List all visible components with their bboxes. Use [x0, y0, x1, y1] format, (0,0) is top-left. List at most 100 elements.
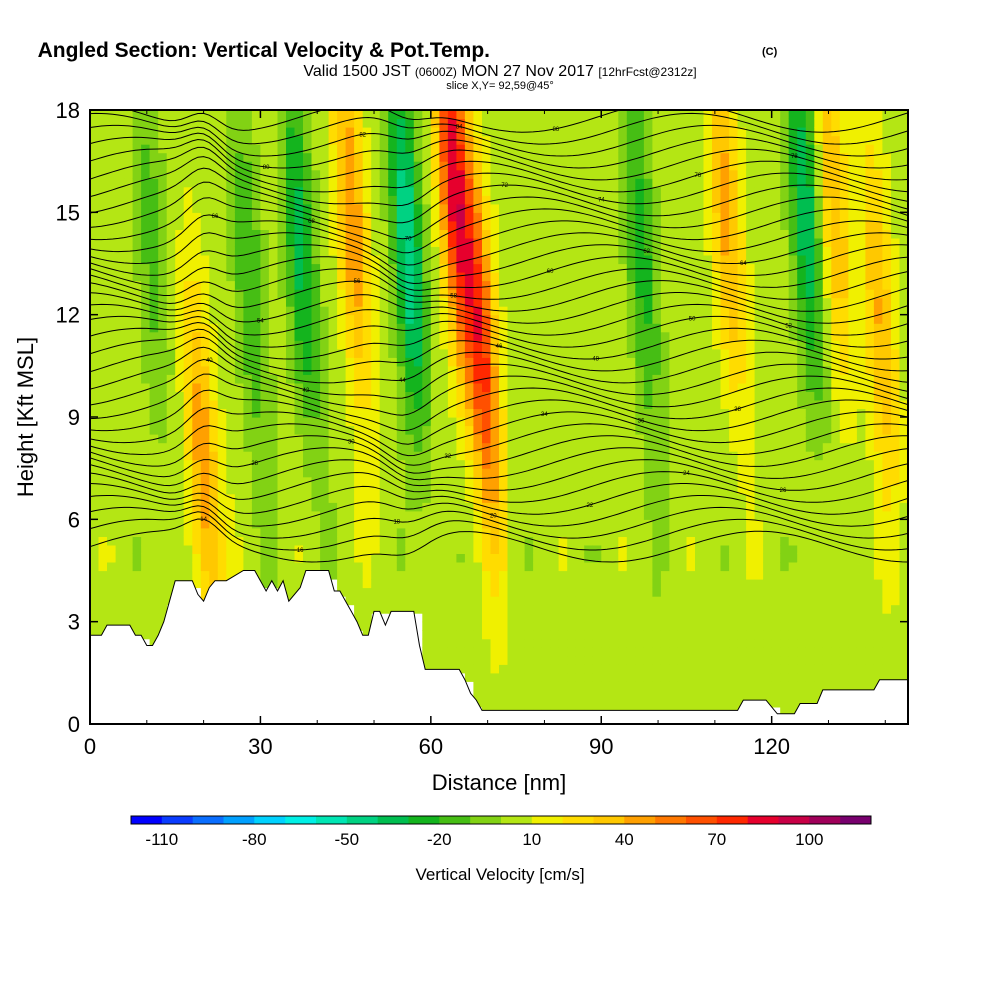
- velocity-cell: [643, 638, 653, 648]
- velocity-cell: [430, 374, 440, 384]
- velocity-cell: [601, 314, 611, 324]
- velocity-cell: [124, 306, 134, 316]
- velocity-cell: [660, 382, 670, 392]
- velocity-cell: [652, 161, 662, 171]
- velocity-cell: [516, 255, 526, 265]
- velocity-cell: [311, 280, 321, 290]
- velocity-cell: [90, 417, 100, 427]
- velocity-cell: [464, 587, 474, 597]
- velocity-cell: [482, 348, 492, 358]
- velocity-cell: [686, 417, 696, 427]
- velocity-cell: [234, 391, 244, 401]
- velocity-cell: [482, 391, 492, 401]
- velocity-cell: [337, 289, 347, 299]
- velocity-cell: [618, 323, 628, 333]
- velocity-cell: [124, 468, 134, 478]
- velocity-cell: [439, 203, 449, 213]
- velocity-cell: [98, 544, 108, 554]
- velocity-cell: [396, 314, 406, 324]
- velocity-cell: [533, 527, 543, 537]
- velocity-cell: [166, 110, 176, 120]
- velocity-cell: [320, 306, 330, 316]
- velocity-cell: [439, 476, 449, 486]
- velocity-cell: [158, 399, 168, 409]
- velocity-cell: [90, 306, 100, 316]
- velocity-cell: [396, 203, 406, 213]
- velocity-cell: [158, 391, 168, 401]
- velocity-cell: [456, 476, 466, 486]
- velocity-cell: [601, 536, 611, 546]
- velocity-cell: [609, 169, 619, 179]
- velocity-cell: [695, 570, 705, 580]
- velocity-cell: [635, 144, 645, 154]
- velocity-cell: [720, 451, 730, 461]
- velocity-cell: [371, 306, 381, 316]
- velocity-cell: [686, 297, 696, 307]
- velocity-cell: [550, 203, 560, 213]
- velocity-cell: [643, 144, 653, 154]
- velocity-cell: [320, 493, 330, 503]
- velocity-cell: [277, 220, 287, 230]
- velocity-cell: [626, 280, 636, 290]
- velocity-cell: [141, 127, 151, 137]
- velocity-cell: [422, 485, 432, 495]
- velocity-cell: [533, 135, 543, 145]
- velocity-cell: [524, 468, 534, 478]
- velocity-cell: [107, 178, 117, 188]
- velocity-cell: [584, 297, 594, 307]
- velocity-cell: [430, 118, 440, 128]
- velocity-cell: [456, 186, 466, 196]
- velocity-cell: [260, 417, 270, 427]
- velocity-cell: [422, 502, 432, 512]
- velocity-cell: [413, 348, 423, 358]
- velocity-cell: [226, 280, 236, 290]
- velocity-cell: [618, 689, 628, 699]
- velocity-cell: [158, 135, 168, 145]
- velocity-cell: [550, 229, 560, 239]
- velocity-cell: [439, 340, 449, 350]
- velocity-cell: [507, 289, 517, 299]
- velocity-cell: [183, 382, 193, 392]
- velocity-cell: [217, 186, 227, 196]
- velocity-cell: [396, 348, 406, 358]
- velocity-cell: [226, 272, 236, 282]
- velocity-cell: [703, 127, 713, 137]
- velocity-cell: [464, 331, 474, 341]
- velocity-cell: [337, 280, 347, 290]
- velocity-cell: [141, 169, 151, 179]
- velocity-cell: [533, 357, 543, 367]
- velocity-cell: [507, 476, 517, 486]
- velocity-cell: [98, 485, 108, 495]
- velocity-cell: [643, 604, 653, 614]
- velocity-cell: [660, 186, 670, 196]
- velocity-cell: [286, 289, 296, 299]
- velocity-cell: [516, 399, 526, 409]
- velocity-cell: [251, 527, 261, 537]
- velocity-cell: [175, 476, 185, 486]
- velocity-cell: [115, 408, 125, 418]
- velocity-cell: [729, 144, 739, 154]
- velocity-cell: [643, 485, 653, 495]
- velocity-cell: [635, 527, 645, 537]
- velocity-cell: [533, 510, 543, 520]
- velocity-cell: [320, 127, 330, 137]
- velocity-cell: [626, 527, 636, 537]
- velocity-cell: [592, 698, 602, 708]
- velocity-cell: [354, 613, 364, 623]
- velocity-cell: [490, 357, 500, 367]
- velocity-cell: [575, 570, 585, 580]
- velocity-cell: [320, 451, 330, 461]
- velocity-cell: [149, 169, 159, 179]
- velocity-cell: [660, 638, 670, 648]
- velocity-cell: [464, 135, 474, 145]
- velocity-cell: [660, 621, 670, 631]
- velocity-cell: [592, 246, 602, 256]
- velocity-cell: [652, 536, 662, 546]
- velocity-cell: [669, 297, 679, 307]
- velocity-cell: [541, 314, 551, 324]
- velocity-cell: [592, 340, 602, 350]
- velocity-cell: [337, 357, 347, 367]
- velocity-cell: [558, 596, 568, 606]
- velocity-cell: [132, 562, 142, 572]
- velocity-cell: [686, 434, 696, 444]
